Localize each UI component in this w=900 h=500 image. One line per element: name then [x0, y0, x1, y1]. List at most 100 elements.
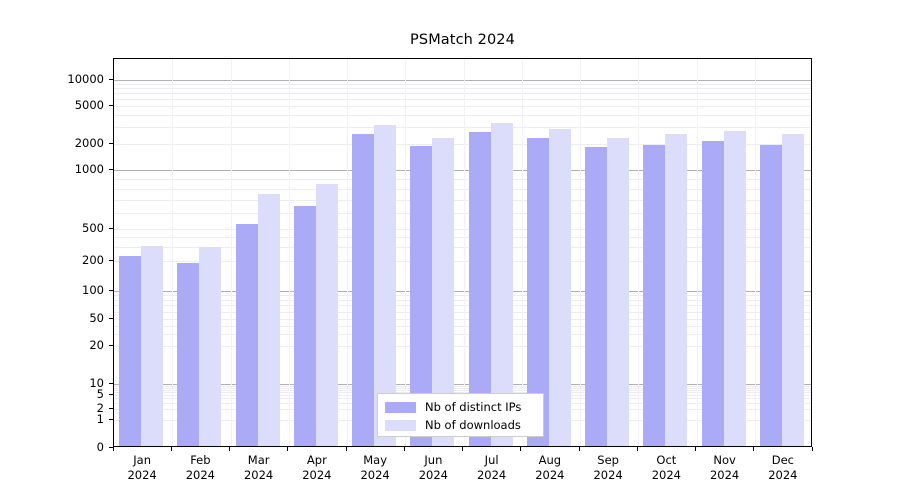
gridline	[114, 392, 811, 394]
y-tick-mark	[109, 382, 113, 384]
gridline	[114, 300, 811, 301]
y-tick-label: 10000	[67, 72, 104, 86]
bar	[410, 146, 433, 446]
y-tick-mark	[109, 142, 113, 144]
gridline	[114, 246, 811, 248]
gridline	[114, 170, 811, 171]
bar	[177, 262, 200, 446]
category-separator	[172, 59, 174, 446]
bar	[665, 134, 688, 446]
legend-label-downloads: Nb of downloads	[425, 418, 521, 432]
x-tick-label: Jul 2024	[477, 453, 506, 482]
y-tick-mark	[109, 289, 113, 291]
category-separator	[405, 59, 407, 446]
category-separator	[347, 59, 348, 446]
y-tick-mark	[109, 78, 113, 80]
x-tick-label: Apr 2024	[302, 453, 331, 482]
x-tick-label-month: Feb	[190, 453, 211, 467]
bar	[701, 140, 724, 446]
bar	[526, 138, 549, 446]
bar	[257, 194, 280, 446]
x-tick-label-year: 2024	[243, 467, 274, 482]
x-tick-label-month: Mar	[247, 453, 270, 467]
gridline	[114, 389, 811, 391]
bar	[548, 128, 571, 446]
legend-item-distinct-ips: Nb of distinct IPs	[385, 399, 536, 415]
y-tick-label: 10	[89, 376, 104, 390]
gridline	[114, 178, 811, 180]
gridline	[114, 295, 811, 297]
x-tick-label: Aug 2024	[535, 453, 564, 482]
category-separator	[521, 59, 523, 446]
chart-title: PSMatch 2024	[410, 32, 515, 48]
bar	[759, 145, 782, 446]
gridline	[114, 385, 811, 387]
y-tick-mark	[109, 344, 113, 346]
y-tick-label: 1	[96, 412, 104, 426]
y-tick-mark	[109, 317, 113, 319]
bar	[235, 223, 258, 446]
x-tick-label: Sep 2024	[593, 453, 622, 482]
bar	[315, 183, 338, 446]
x-tick-mark	[462, 447, 464, 451]
x-tick-label-year: 2024	[593, 467, 623, 482]
chart-legend: Nb of distinct IPs Nb of downloads	[377, 393, 544, 437]
y-tick-label: 20	[89, 338, 104, 352]
x-tick-label: Nov 2024	[710, 453, 739, 482]
x-tick-mark	[112, 447, 114, 451]
y-tick-label: 500	[82, 221, 104, 235]
gridline	[114, 305, 811, 307]
x-tick-label-month: Jul	[484, 453, 499, 467]
x-tick-label-year: 2024	[185, 467, 216, 482]
gridline	[114, 387, 811, 389]
y-tick-mark	[109, 446, 113, 448]
legend-swatch-icon-distinct-ips	[385, 401, 416, 413]
gridline	[114, 115, 811, 117]
y-tick-mark	[109, 168, 113, 170]
x-tick-label-year: 2024	[476, 467, 507, 482]
bar	[490, 123, 513, 446]
x-tick-mark	[520, 447, 522, 451]
gridline	[114, 93, 811, 95]
gridline	[114, 88, 811, 90]
category-separator	[230, 59, 232, 446]
x-tick-mark	[578, 447, 580, 451]
gridline	[114, 319, 811, 320]
bar	[723, 131, 746, 446]
category-separator	[638, 59, 640, 446]
x-tick-mark	[170, 447, 172, 451]
gridline	[114, 213, 811, 215]
y-tick-label: 5	[96, 387, 104, 401]
y-tick-label: 200	[82, 253, 104, 267]
x-tick-label-month: Jun	[424, 453, 443, 467]
gridline	[114, 261, 811, 262]
y-tick-label: 2	[96, 401, 104, 415]
y-tick-mark	[109, 259, 113, 261]
bar	[293, 206, 316, 446]
x-tick-label-year: 2024	[360, 467, 390, 482]
y-tick-label: 5000	[74, 98, 104, 112]
gridline	[114, 229, 811, 230]
x-tick-label-year: 2024	[768, 467, 798, 482]
y-tick-label: 1000	[74, 162, 104, 176]
x-tick-mark	[287, 447, 289, 451]
x-tick-label: Mar 2024	[244, 453, 273, 482]
gridline	[114, 311, 811, 313]
category-separator	[754, 59, 756, 446]
x-tick-label-year: 2024	[418, 467, 449, 482]
bar	[374, 124, 397, 446]
y-tick-mark	[109, 227, 113, 229]
x-tick-label-year: 2024	[127, 467, 157, 482]
gridline	[114, 236, 811, 238]
category-separator	[463, 59, 465, 446]
bar	[607, 138, 630, 446]
x-tick-label-year: 2024	[651, 467, 682, 482]
y-tick-mark	[109, 104, 113, 106]
x-tick-mark	[345, 447, 347, 451]
y-tick-mark	[109, 393, 113, 395]
y-tick-mark	[109, 418, 113, 420]
plot-area	[113, 58, 812, 447]
gridline	[114, 80, 811, 81]
y-tick-label: 100	[82, 283, 104, 297]
x-tick-label-month: Aug	[538, 453, 562, 467]
